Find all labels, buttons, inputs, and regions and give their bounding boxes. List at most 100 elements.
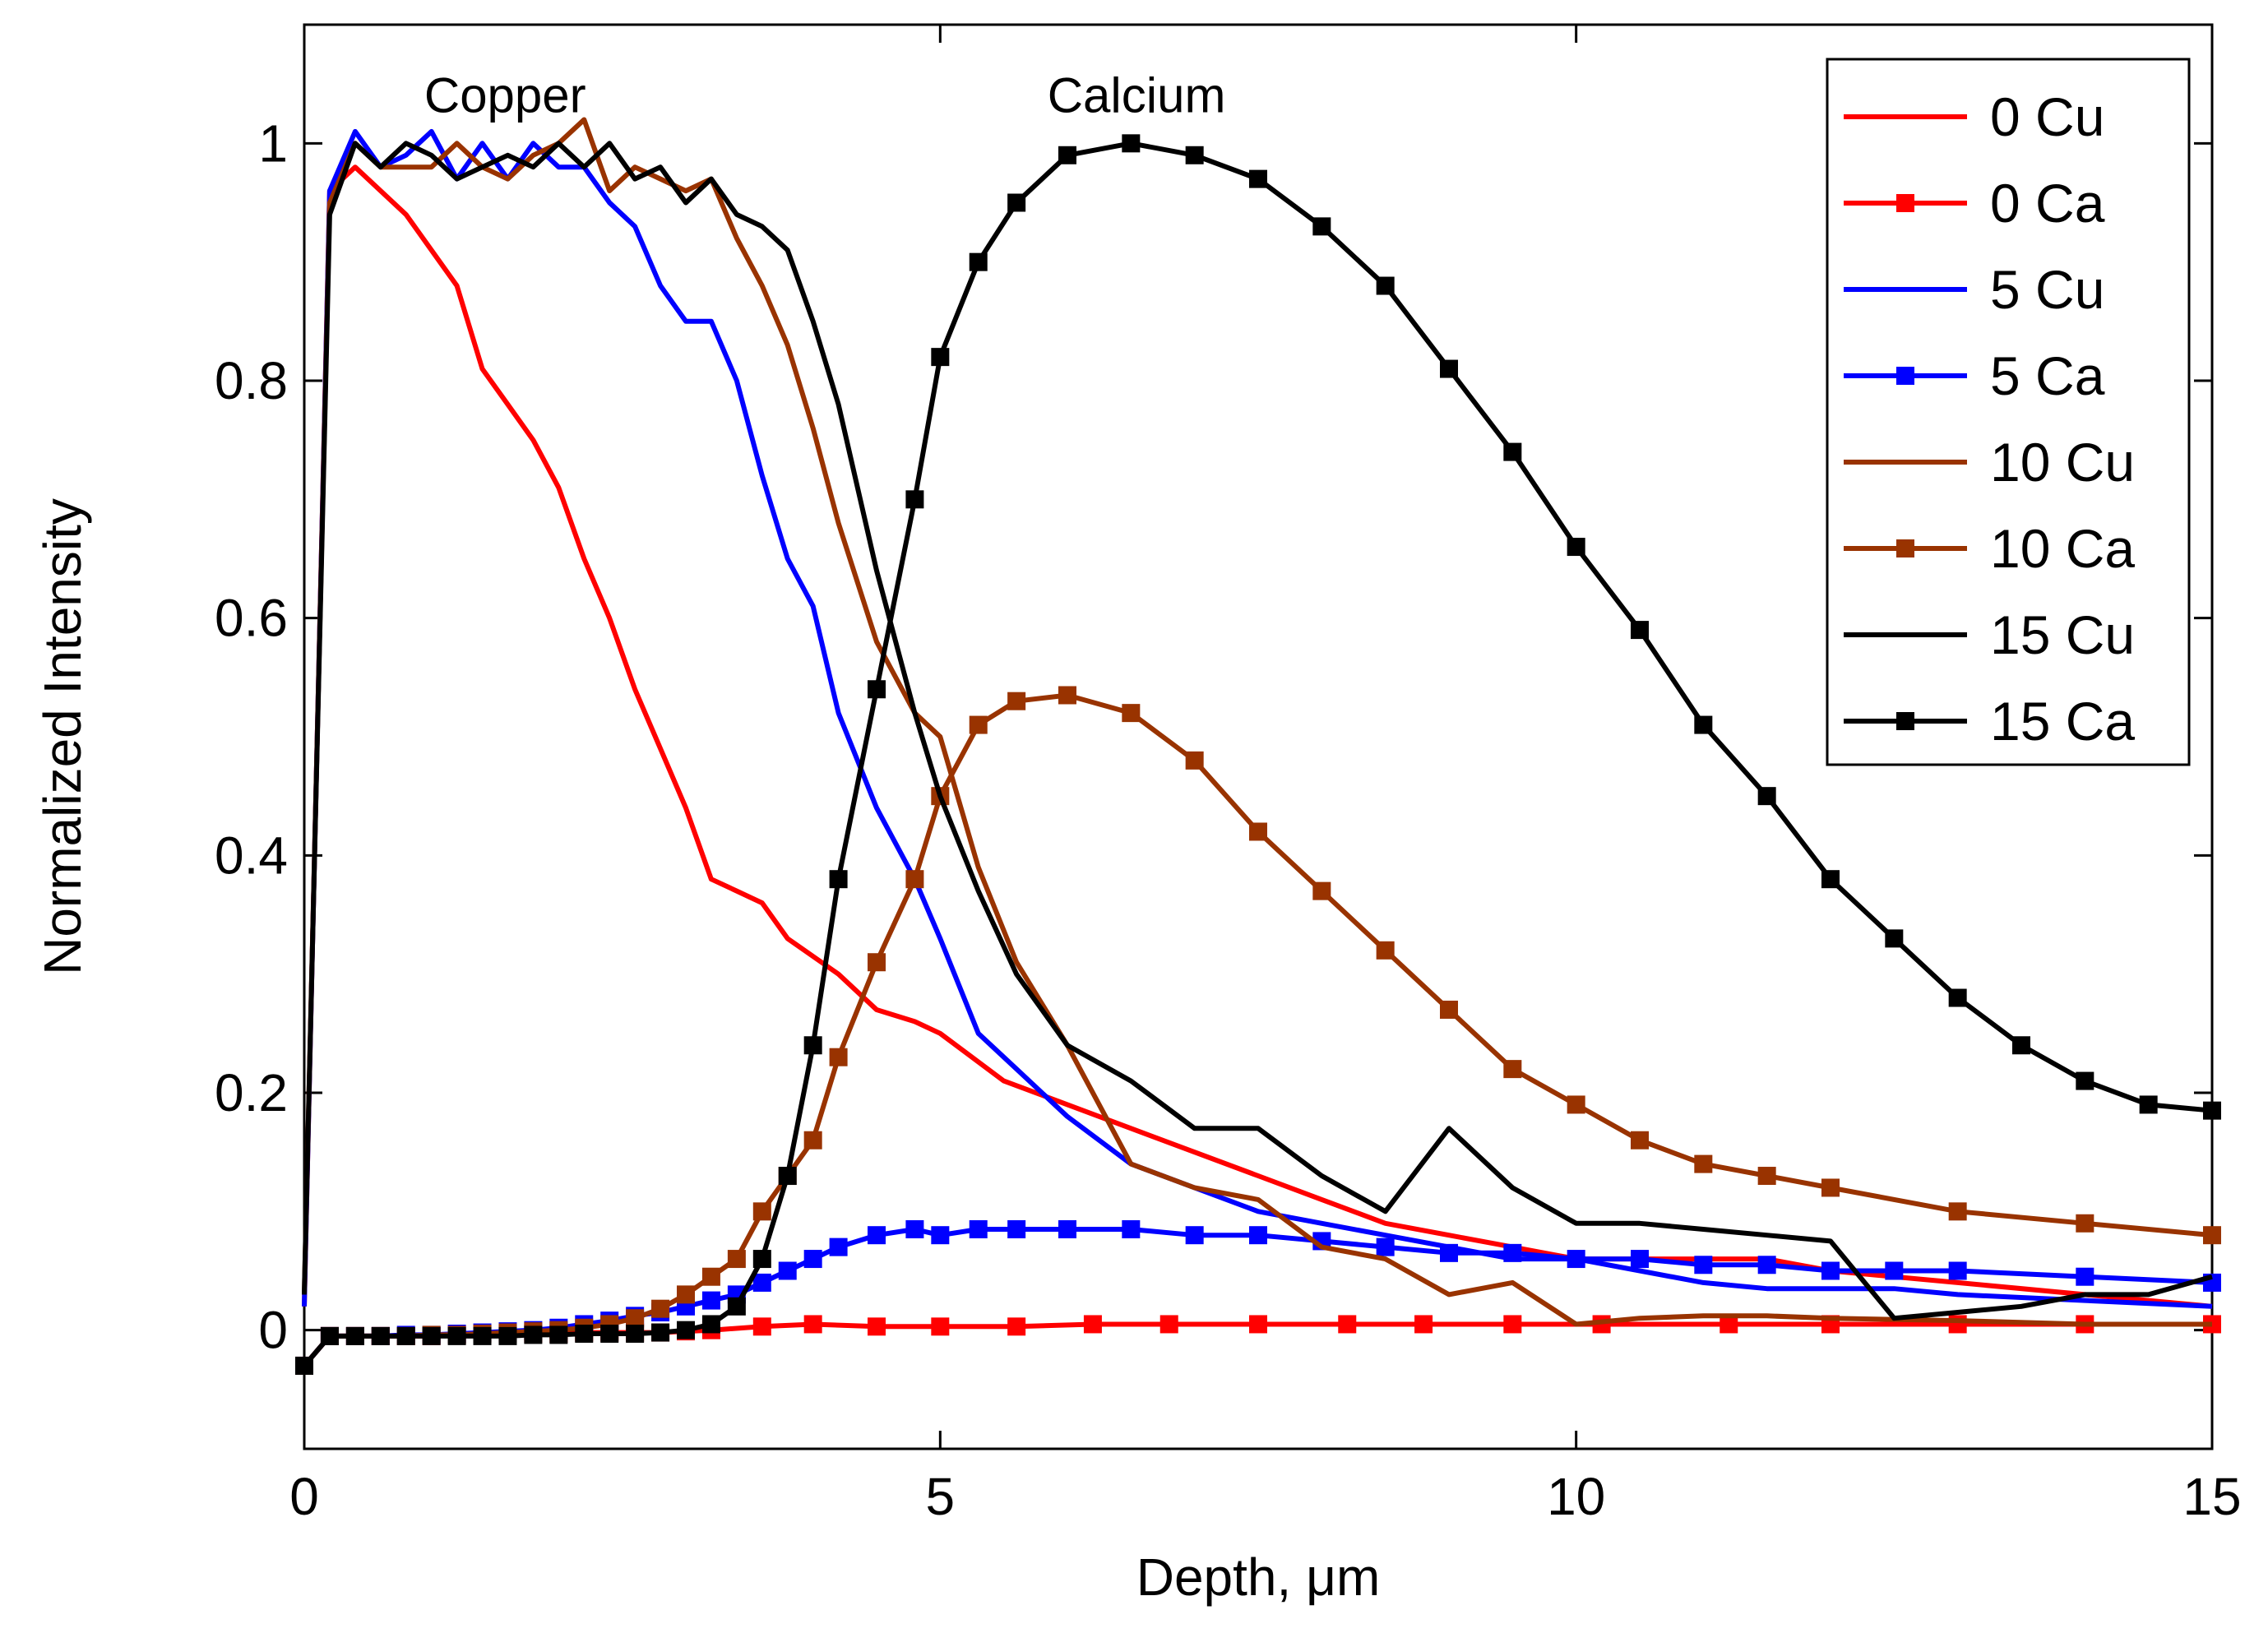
data-point [1007, 1317, 1026, 1336]
data-point [931, 348, 950, 367]
x-tick-label: 15 [2182, 1467, 2241, 1526]
data-point [2076, 1214, 2094, 1233]
data-point [2203, 1101, 2221, 1120]
data-point [1159, 1315, 1178, 1334]
y-tick-label: 0.8 [215, 351, 288, 410]
data-point [1185, 146, 1204, 164]
data-point [727, 1250, 746, 1269]
data-point [1503, 442, 1522, 461]
data-point [1948, 1202, 1967, 1221]
data-point [1885, 929, 1904, 948]
x-tick-label: 5 [926, 1467, 956, 1526]
data-point [345, 1326, 364, 1345]
legend-item-0-cu: 0 Cu [1844, 86, 2104, 147]
data-point [1249, 822, 1267, 841]
data-point [1948, 1315, 1967, 1334]
data-point [1440, 1243, 1458, 1262]
legend-item-15-ca: 15 Ca [1844, 691, 2135, 752]
data-point [1694, 1154, 1713, 1173]
data-point [868, 680, 886, 699]
data-point [1122, 1219, 1141, 1238]
data-point [1948, 988, 1967, 1007]
data-point [1185, 751, 1204, 770]
data-point [778, 1261, 797, 1280]
data-point [1440, 359, 1458, 378]
data-point [829, 870, 848, 889]
data-point [969, 1219, 988, 1238]
data-point [498, 1326, 517, 1345]
data-point [803, 1250, 822, 1269]
data-point [1083, 1315, 1102, 1334]
data-point [1058, 1219, 1076, 1238]
legend-marker [1896, 194, 1914, 212]
data-point [1567, 1095, 1585, 1114]
legend-label: 0 Ca [1990, 173, 2105, 234]
legend-marker [1896, 712, 1914, 730]
data-point [600, 1324, 619, 1343]
legend-item-5-cu: 5 Cu [1844, 259, 2104, 320]
data-point [1631, 1131, 1649, 1150]
legend-label: 10 Ca [1990, 518, 2135, 579]
data-point [1007, 1219, 1026, 1238]
data-point [1757, 787, 1776, 806]
data-point [396, 1326, 415, 1345]
series-15-cu [302, 141, 2213, 1321]
data-point [829, 1048, 848, 1066]
x-axis-title: Depth, μm [1136, 1547, 1381, 1607]
data-point [701, 1267, 720, 1286]
data-point [868, 1317, 886, 1336]
data-point [626, 1324, 645, 1343]
data-point [1821, 870, 1840, 889]
legend-item-5-ca: 5 Ca [1844, 345, 2105, 406]
series-line-15-ca [302, 141, 2213, 1367]
data-point [1567, 1250, 1585, 1269]
data-point [1122, 704, 1141, 723]
data-point [752, 1250, 771, 1269]
data-point [1440, 1000, 1458, 1019]
data-point [1185, 1226, 1204, 1245]
data-point [295, 1356, 313, 1375]
data-point [677, 1285, 695, 1304]
data-point [969, 715, 988, 734]
data-point [727, 1297, 746, 1316]
legend-label: 15 Ca [1990, 691, 2135, 752]
data-point [1312, 217, 1331, 236]
data-point [2203, 1226, 2221, 1245]
data-point [1249, 169, 1267, 188]
data-point [2012, 1036, 2030, 1055]
legend-label: 10 Cu [1990, 432, 2135, 493]
data-point [1058, 686, 1076, 705]
y-tick-label: 1 [258, 113, 288, 173]
y-axis-title: Normalized Intensity [33, 498, 92, 975]
data-point [1503, 1060, 1522, 1079]
legend-box [1826, 58, 2191, 766]
y-tick-label: 0.4 [215, 826, 288, 885]
data-point [422, 1326, 441, 1345]
data-point [1567, 538, 1585, 557]
data-point [803, 1315, 822, 1334]
data-point [651, 1323, 670, 1342]
data-point [447, 1326, 466, 1345]
annotation-copper: Copper [424, 68, 586, 123]
legend-item-10-cu: 10 Cu [1844, 432, 2135, 493]
data-point [905, 870, 924, 889]
data-point [473, 1326, 492, 1345]
data-point [1694, 715, 1713, 734]
data-point [1821, 1178, 1840, 1197]
legend-marker [1896, 539, 1914, 557]
legend-label: 5 Cu [1990, 259, 2104, 320]
data-point [1757, 1167, 1776, 1186]
x-tick-label: 0 [289, 1467, 319, 1526]
data-point [626, 1309, 645, 1328]
data-point [969, 252, 988, 271]
annotation-calcium: Calcium [1048, 68, 1226, 123]
data-point [1694, 1256, 1713, 1274]
data-point [1885, 1261, 1904, 1280]
data-point [1376, 941, 1395, 960]
data-point [549, 1325, 568, 1344]
series-line-5-cu [302, 128, 2213, 1309]
data-point [1821, 1261, 1840, 1280]
y-tick-label: 0 [258, 1301, 288, 1360]
legend-label: 15 Cu [1990, 604, 2135, 665]
y-tick-label: 0.2 [215, 1063, 288, 1122]
